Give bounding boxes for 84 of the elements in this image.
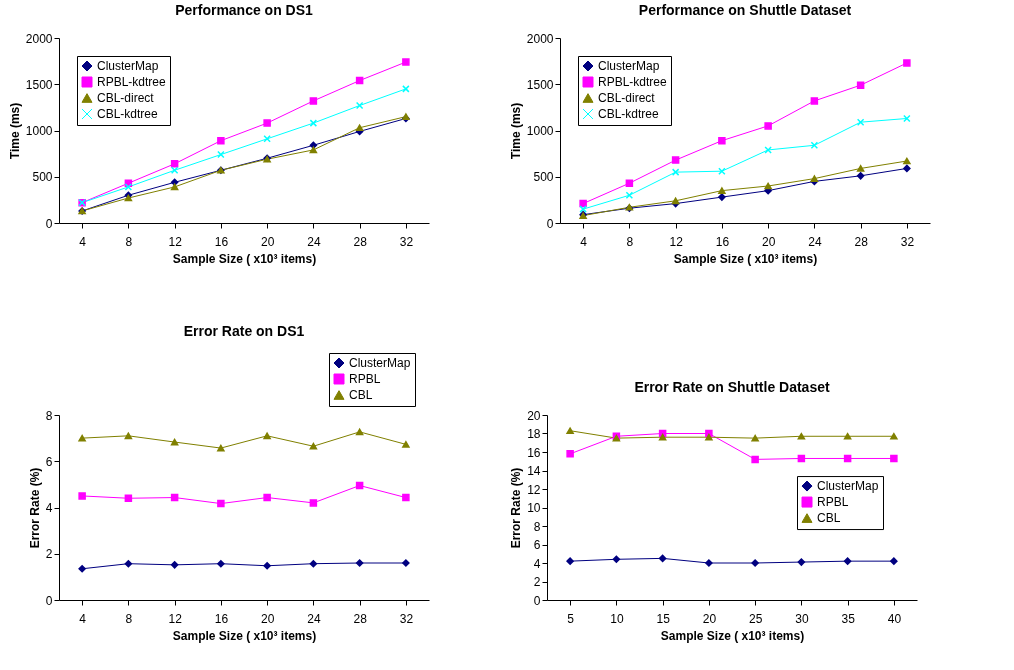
y-tick-label: 18 bbox=[527, 427, 541, 441]
x-axis-title: Sample Size ( x10³ items) bbox=[673, 251, 818, 266]
x-tick-label: 15 bbox=[656, 611, 671, 626]
x-tick-label: 5 bbox=[567, 611, 575, 626]
legend-label: RPBL bbox=[349, 372, 381, 386]
x-tick-label: 25 bbox=[748, 611, 763, 626]
x-tick-label: 4 bbox=[79, 234, 87, 249]
legend-label: ClusterMap bbox=[817, 479, 879, 494]
y-tick-label: 1500 bbox=[25, 77, 53, 92]
x-tick-label: 20 bbox=[702, 611, 717, 626]
x-tick-label: 8 bbox=[125, 234, 133, 249]
x-tick-label: 30 bbox=[795, 611, 809, 626]
x-axis-title: Sample Size ( x10³ items) bbox=[172, 628, 317, 643]
legend-label: RPBL-kdtree bbox=[97, 75, 167, 89]
x-tick-label: 24 bbox=[307, 611, 321, 626]
y-tick-label: 500 bbox=[533, 170, 554, 185]
y-tick-label: 10 bbox=[527, 501, 541, 515]
y-axis-title: Error Rate (%) bbox=[27, 467, 42, 549]
y-tick-label: 8 bbox=[533, 519, 541, 534]
y-tick-label: 1500 bbox=[526, 77, 554, 92]
x-tick-label: 16 bbox=[715, 234, 730, 249]
x-tick-label: 32 bbox=[900, 234, 915, 249]
chart-title: Error Rate on Shuttle Dataset bbox=[634, 379, 830, 395]
y-tick-label: 4 bbox=[45, 501, 53, 515]
y-tick-label: 500 bbox=[32, 170, 53, 185]
y-tick-label: 0 bbox=[45, 593, 53, 608]
x-tick-label: 32 bbox=[399, 611, 414, 626]
legend-label: CBL-direct bbox=[97, 91, 155, 105]
legend-label: ClusterMap bbox=[349, 356, 411, 370]
legend-label: ClusterMap bbox=[97, 59, 159, 73]
y-tick-label: 0 bbox=[533, 593, 541, 608]
x-tick-label: 12 bbox=[168, 611, 183, 626]
y-axis-title: Time (ms) bbox=[508, 102, 523, 160]
x-tick-label: 24 bbox=[808, 234, 822, 249]
y-tick-label: 0 bbox=[45, 216, 53, 231]
x-axis-title: Sample Size ( x10³ items) bbox=[660, 628, 805, 643]
x-tick-label: 16 bbox=[214, 611, 229, 626]
y-tick-label: 2000 bbox=[526, 31, 554, 46]
x-tick-label: 20 bbox=[260, 611, 275, 626]
legend-label: CBL-kdtree bbox=[598, 107, 660, 121]
chart-title: Performance on Shuttle Dataset bbox=[638, 2, 852, 18]
y-tick-label: 1000 bbox=[526, 124, 554, 138]
x-tick-label: 8 bbox=[626, 234, 634, 249]
y-tick-label: 8 bbox=[45, 408, 53, 423]
x-tick-label: 12 bbox=[168, 234, 183, 249]
y-tick-label: 2 bbox=[45, 547, 53, 562]
y-tick-label: 16 bbox=[527, 445, 541, 460]
y-tick-label: 1000 bbox=[25, 124, 53, 138]
legend-label: RPBL bbox=[817, 495, 849, 510]
y-tick-label: 0 bbox=[546, 216, 554, 231]
x-tick-label: 40 bbox=[887, 611, 902, 626]
y-axis-title: Time (ms) bbox=[7, 102, 22, 160]
legend-label: CBL-kdtree bbox=[97, 107, 159, 121]
chart-title: Error Rate on DS1 bbox=[183, 322, 305, 339]
x-tick-label: 16 bbox=[214, 234, 229, 249]
y-tick-label: 4 bbox=[533, 556, 541, 571]
x-tick-label: 24 bbox=[307, 234, 321, 249]
legend-label: ClusterMap bbox=[598, 59, 660, 73]
y-tick-label: 2 bbox=[533, 575, 541, 589]
legend-label: CBL-direct bbox=[598, 91, 656, 105]
y-tick-label: 6 bbox=[533, 538, 541, 552]
legend-label: RPBL-kdtree bbox=[598, 75, 668, 89]
y-tick-label: 14 bbox=[527, 464, 541, 478]
x-axis-title: Sample Size ( x10³ items) bbox=[172, 251, 317, 266]
x-tick-label: 12 bbox=[669, 234, 684, 249]
x-tick-label: 10 bbox=[610, 611, 624, 626]
y-tick-label: 12 bbox=[527, 482, 541, 497]
y-axis-title: Error Rate (%) bbox=[509, 467, 524, 549]
x-tick-label: 4 bbox=[79, 611, 87, 626]
x-tick-label: 20 bbox=[761, 234, 776, 249]
chart-title: Performance on DS1 bbox=[175, 2, 314, 18]
x-tick-label: 20 bbox=[260, 234, 275, 249]
y-tick-label: 20 bbox=[527, 408, 541, 423]
x-tick-label: 4 bbox=[580, 234, 588, 249]
y-tick-label: 2000 bbox=[25, 31, 53, 46]
x-tick-label: 28 bbox=[854, 234, 869, 249]
legend-label: CBL bbox=[349, 388, 373, 402]
x-tick-label: 8 bbox=[125, 611, 133, 626]
x-tick-label: 32 bbox=[399, 234, 414, 249]
x-tick-label: 35 bbox=[841, 611, 856, 626]
x-tick-label: 28 bbox=[353, 611, 368, 626]
x-tick-label: 28 bbox=[353, 234, 368, 249]
y-tick-label: 6 bbox=[45, 454, 53, 469]
legend-label: CBL bbox=[817, 511, 841, 526]
